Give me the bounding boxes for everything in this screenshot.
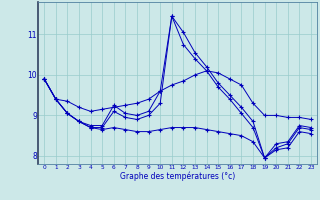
- X-axis label: Graphe des températures (°c): Graphe des températures (°c): [120, 172, 235, 181]
